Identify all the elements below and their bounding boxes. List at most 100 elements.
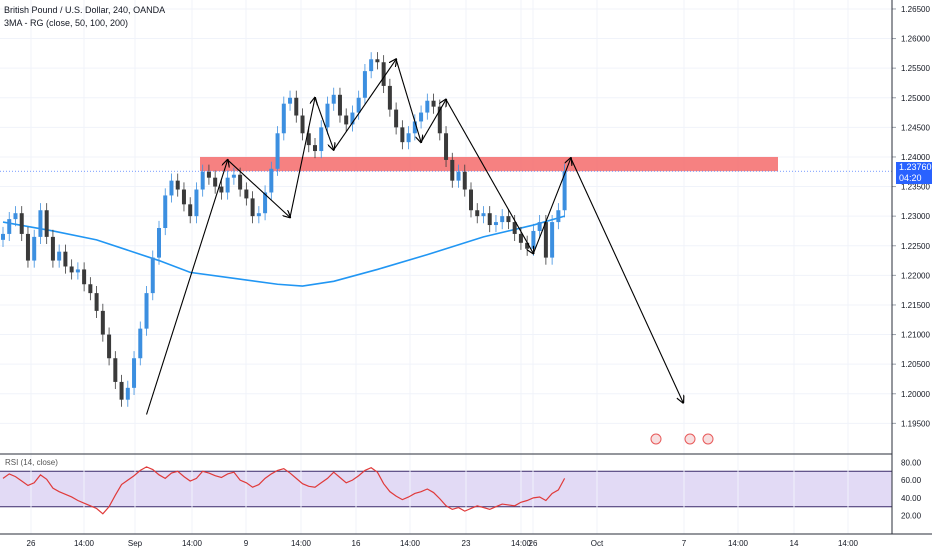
candle-body <box>69 266 74 273</box>
last-price-tag: 1.23760 <box>896 162 932 173</box>
indicator-legend[interactable]: 3MA - RG (close, 50, 100, 200) <box>4 18 129 28</box>
candle-body <box>344 115 349 125</box>
candle-body <box>219 186 224 193</box>
price-tick-label: 1.24000 <box>901 153 930 162</box>
price-tick-label: 1.20000 <box>901 390 930 399</box>
time-tick-label: 14:00 <box>182 539 203 548</box>
candle-body <box>169 180 174 196</box>
candle-body <box>556 210 561 223</box>
candle-body <box>125 387 130 400</box>
candle-body <box>38 210 43 237</box>
candle-body <box>437 106 442 134</box>
time-tick-label: 9 <box>244 539 249 548</box>
price-tick-label: 1.21000 <box>901 331 930 340</box>
pattern-arrow <box>227 159 290 217</box>
candle-body <box>175 180 180 190</box>
candle-body <box>450 159 455 181</box>
candle-body <box>356 97 361 113</box>
candle-body <box>50 236 55 261</box>
candle-body <box>550 222 555 258</box>
candle-body <box>306 133 311 146</box>
candle-body <box>163 195 168 228</box>
candle-body <box>269 168 274 193</box>
event-icon <box>650 433 662 445</box>
price-tick-label: 1.24500 <box>901 123 930 132</box>
candle-body <box>206 171 211 178</box>
candle-body <box>394 109 399 128</box>
time-tick-label: 23 <box>462 539 471 548</box>
time-tick-label: 14:00 <box>838 539 859 548</box>
candle-body <box>313 145 317 152</box>
rsi-band <box>0 471 892 507</box>
candle-body <box>244 189 249 199</box>
candle-body <box>487 213 492 226</box>
pattern-arrow <box>145 160 228 415</box>
price-tick-label: 1.23500 <box>901 183 930 192</box>
candle-body <box>350 112 355 125</box>
candle-body <box>281 103 286 134</box>
candle-body <box>181 189 186 205</box>
candle-body <box>188 204 193 217</box>
rsi-legend[interactable]: RSI (14, close) <box>5 458 58 467</box>
rsi-tick-label: 80.00 <box>901 458 922 467</box>
candle-body <box>94 293 99 311</box>
countdown-tag: 04:20 <box>896 173 932 184</box>
rsi-line <box>2 466 566 515</box>
candle-body <box>100 310 105 335</box>
candle-body <box>319 127 324 152</box>
candle-body <box>369 59 374 72</box>
candle-body <box>44 210 49 237</box>
price-tick-label: 1.21500 <box>901 301 930 310</box>
time-tick-label: 26 <box>27 539 36 548</box>
candle-body <box>462 171 467 190</box>
candle-body <box>537 222 542 231</box>
candle-body <box>82 269 87 285</box>
candle-body <box>518 233 523 243</box>
time-tick-label: 14:00 <box>400 539 421 548</box>
price-tick-label: 1.26000 <box>901 35 930 44</box>
candle-body <box>431 100 436 107</box>
candle-body <box>107 334 112 359</box>
time-tick-label: 14:00 <box>728 539 749 548</box>
pattern-arrow <box>570 157 683 402</box>
price-tick-label: 1.22500 <box>901 242 930 251</box>
candle-body <box>75 269 80 273</box>
event-icon <box>702 433 714 445</box>
rsi-tick-label: 40.00 <box>901 494 922 503</box>
candle-body <box>387 85 392 110</box>
pattern-arrow <box>289 98 315 218</box>
price-tick-label: 1.20500 <box>901 360 930 369</box>
candle-body <box>288 97 293 104</box>
time-tick-label: 14:00 <box>291 539 312 548</box>
pattern-arrow <box>532 158 570 254</box>
candle-body <box>7 219 12 234</box>
candle-body <box>531 230 536 249</box>
pattern-arrow <box>395 59 421 142</box>
candle-body <box>1 233 5 240</box>
candle-body <box>419 112 424 122</box>
candle-body <box>456 171 461 181</box>
candle-body <box>138 328 143 359</box>
time-tick-label: 14:00 <box>511 539 532 548</box>
price-tick-label: 1.25000 <box>901 94 930 103</box>
time-tick-label: 14:00 <box>74 539 95 548</box>
candle-body <box>13 213 18 220</box>
ma-line <box>2 215 565 287</box>
candle-body <box>362 71 367 98</box>
candle-body <box>400 127 405 143</box>
candle-body <box>294 97 299 116</box>
candle-body <box>200 171 205 190</box>
candle-body <box>119 381 124 400</box>
candle-body <box>425 100 430 113</box>
candle-body <box>331 94 336 104</box>
pattern-arrow <box>314 97 334 150</box>
rsi-tick-label: 20.00 <box>901 512 922 521</box>
candle-body <box>381 62 386 86</box>
candle-body <box>88 284 93 294</box>
resistance-zone <box>200 156 778 172</box>
event-icon <box>684 433 696 445</box>
candle-body <box>481 213 486 217</box>
candle-body <box>263 192 268 214</box>
